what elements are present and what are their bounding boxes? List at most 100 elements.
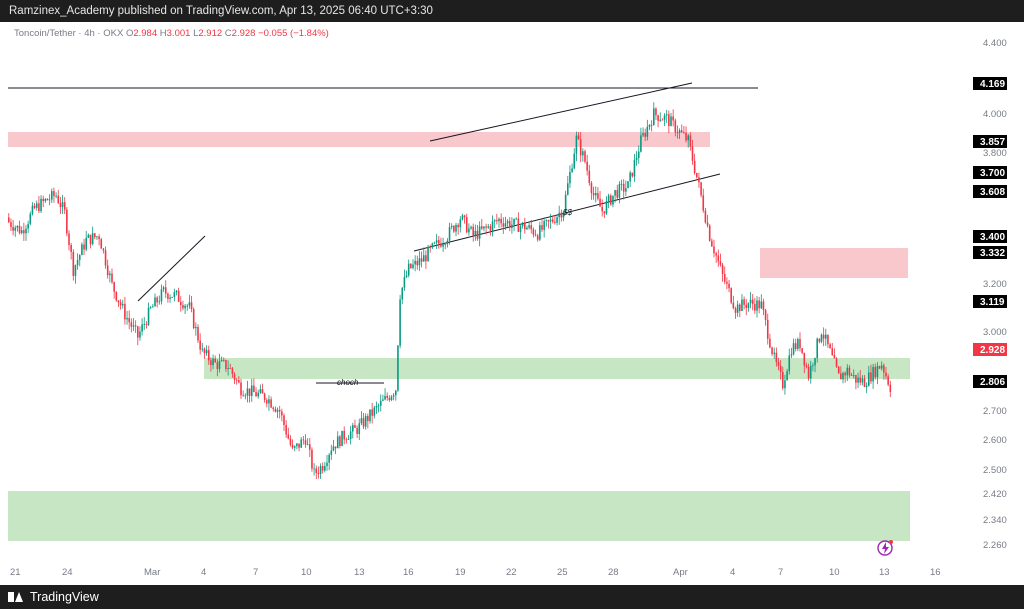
last-price-text: 2.928 <box>980 345 1005 356</box>
candle-body <box>16 225 19 228</box>
candle-body <box>474 230 477 236</box>
candle-body <box>734 308 737 313</box>
lightning-icon[interactable] <box>877 540 893 556</box>
candle-body <box>476 230 479 239</box>
candle-body <box>186 305 189 307</box>
candle-body <box>384 395 386 400</box>
candle-body <box>747 303 750 308</box>
candle-body <box>321 466 324 471</box>
candle-body <box>427 246 429 262</box>
candle-body <box>281 411 283 416</box>
candle-body <box>799 339 801 349</box>
candle-body <box>91 233 94 245</box>
x-tick: 16 <box>930 567 941 578</box>
candle-body <box>309 444 311 450</box>
candle-body <box>283 415 285 425</box>
candle-body <box>298 443 300 448</box>
candle-body <box>233 374 236 380</box>
price-box <box>973 166 1007 179</box>
candle-body <box>599 198 601 207</box>
candle-body <box>147 307 150 325</box>
publisher-line: Ramzinex_Academy published on TradingVie… <box>9 5 433 17</box>
candle-body <box>812 365 814 367</box>
candle-body <box>534 234 537 236</box>
candle-body <box>18 225 21 234</box>
trend-line-left[interactable] <box>137 235 206 302</box>
candle-body <box>837 366 840 374</box>
candle-body <box>59 203 62 208</box>
candle-body <box>289 438 292 445</box>
candle-body <box>362 418 365 427</box>
candle-body <box>668 114 670 127</box>
candle-body <box>197 326 199 341</box>
candle-body <box>642 133 644 136</box>
candle-body <box>442 244 444 247</box>
y-tick: 4.400 <box>983 38 1007 49</box>
candle-body <box>201 348 204 350</box>
footer-brand: TradingView <box>30 590 99 604</box>
tradingview-logo-icon <box>8 592 24 602</box>
candle-body <box>152 306 154 308</box>
price-box <box>973 230 1007 243</box>
candle-body <box>532 229 535 235</box>
candle-body <box>680 130 683 133</box>
y-axis[interactable]: 4.400 4.000 3.800 3.200 3.000 2.700 2.60… <box>983 38 1007 551</box>
candle-body <box>70 244 72 252</box>
candle-body <box>115 291 118 301</box>
x-axis[interactable]: 21 24 Mar 4 7 10 13 16 19 22 25 28 Apr 4… <box>10 567 941 578</box>
candle-body <box>326 462 328 467</box>
candle-body <box>270 399 272 408</box>
candle-body <box>354 425 356 428</box>
channel-upper-line[interactable] <box>429 82 693 142</box>
candle-body <box>713 246 715 254</box>
price-chart[interactable]: choch $$ 4.400 4.000 3.800 3.200 3.000 2… <box>0 22 1024 585</box>
candle-body <box>446 240 449 245</box>
candle-body <box>403 277 406 288</box>
chart-frame[interactable]: choch $$ 4.400 4.000 3.800 3.200 3.000 2… <box>0 22 1024 585</box>
candle-body <box>610 195 612 205</box>
candle-body <box>78 255 81 261</box>
legend-change: −0.055 (−1.84%) <box>258 28 329 39</box>
candle-body <box>455 224 457 232</box>
x-tick: 13 <box>354 567 365 578</box>
x-tick: 25 <box>557 567 568 578</box>
price-box-text: 3.857 <box>980 137 1005 148</box>
candle-body <box>612 195 614 205</box>
candle-body <box>693 160 696 173</box>
candle-body <box>635 158 638 160</box>
candle-body <box>739 304 741 311</box>
candle-body <box>571 168 573 172</box>
candle-body <box>171 297 173 298</box>
candle-body <box>418 258 421 266</box>
candle-body <box>562 211 565 218</box>
candle-body <box>414 260 416 265</box>
candle-body <box>607 195 610 202</box>
y-tick: 4.000 <box>983 109 1007 120</box>
candle-body <box>128 318 130 323</box>
candle-body <box>433 242 436 244</box>
candle-body <box>756 300 758 311</box>
candle-body <box>885 372 887 377</box>
candle-body <box>313 468 315 470</box>
candle-body <box>210 360 212 366</box>
candle-body <box>68 233 70 245</box>
candle-body <box>700 182 702 196</box>
candle-body <box>771 347 773 355</box>
candle-body <box>386 395 388 398</box>
candle-body <box>794 343 797 349</box>
candle-body <box>379 400 382 406</box>
channel-lower-line[interactable] <box>413 173 721 252</box>
candle-body <box>762 301 765 311</box>
candle-body <box>259 389 262 393</box>
legend-h-label: H <box>159 28 167 39</box>
candle-body <box>807 366 810 379</box>
candle-body <box>44 198 47 202</box>
candle-body <box>180 301 182 306</box>
candle-body <box>276 409 279 412</box>
x-tick: 10 <box>301 567 312 578</box>
candle-body <box>629 172 631 182</box>
candle-body <box>620 183 623 185</box>
candle-body <box>491 221 494 231</box>
candle-body <box>539 225 541 240</box>
candle-body <box>545 220 548 222</box>
